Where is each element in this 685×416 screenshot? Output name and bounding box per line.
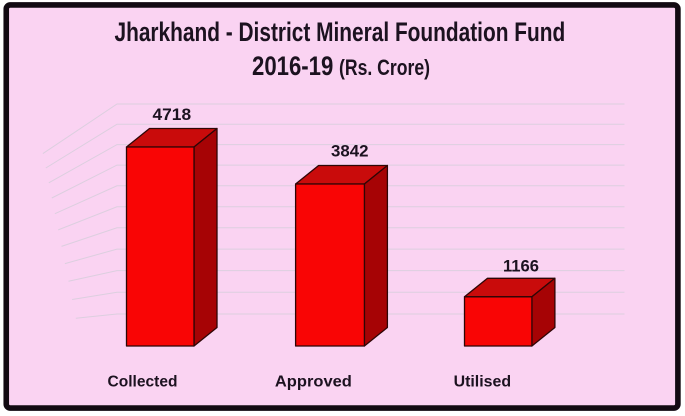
svg-text:Collected: Collected xyxy=(108,374,178,391)
svg-text:4718: 4718 xyxy=(153,105,192,124)
svg-text:3842: 3842 xyxy=(331,141,369,160)
svg-text:Utilised: Utilised xyxy=(454,374,512,391)
svg-text:Jharkhand - District Mineral F: Jharkhand - District Mineral Foundation … xyxy=(115,17,566,47)
svg-text:Approved: Approved xyxy=(275,374,352,391)
svg-text:1166: 1166 xyxy=(503,257,539,276)
svg-text:2016-19(Rs. Crore): 2016-19 (Rs. Crore) xyxy=(252,51,430,81)
